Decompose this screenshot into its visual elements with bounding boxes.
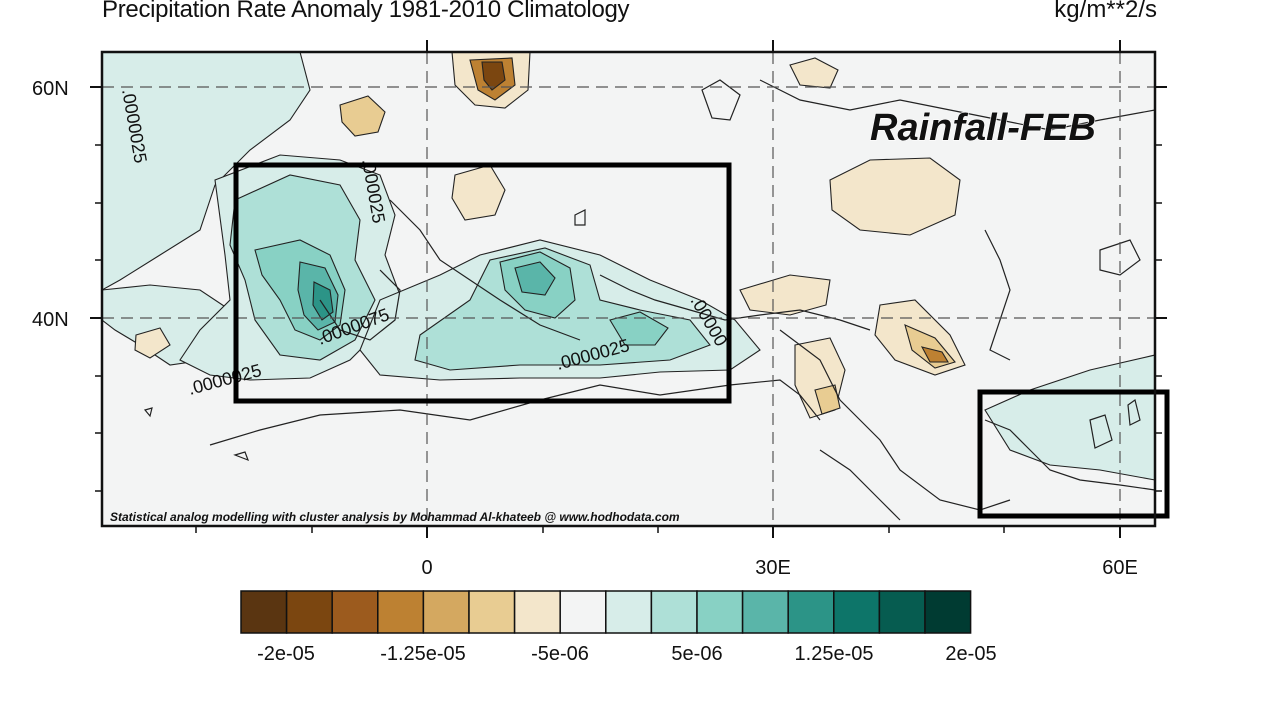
colorbar-swatch <box>878 590 926 634</box>
colorbar-swatch <box>650 590 698 634</box>
credit-text: Statistical analog modelling with cluste… <box>110 510 680 524</box>
positive-region-gulf <box>984 354 1155 481</box>
colorbar-swatch <box>559 590 607 634</box>
colorbar-swatch <box>605 590 653 634</box>
positive-region-iberia-core <box>312 281 334 321</box>
highlight-box-gulf <box>977 389 1170 519</box>
negative-region-baltic <box>789 57 839 89</box>
negative-region-north-sea-core <box>481 61 506 91</box>
colorbar-swatch <box>377 590 425 634</box>
colorbar <box>240 590 972 634</box>
coastlines <box>143 79 1155 521</box>
colorbar-swatch <box>513 590 561 634</box>
colorbar-swatch <box>240 590 288 634</box>
map-frame <box>100 50 1157 528</box>
lat-label-60n: 60N <box>32 78 69 100</box>
colorbar-label: -1.25e-05 <box>380 643 466 665</box>
map-title: Precipitation Rate Anomaly 1981-2010 Cli… <box>102 0 630 23</box>
negative-region-caucasus-core <box>920 346 949 363</box>
negative-region-north-africa <box>134 327 171 359</box>
lon-label-60e: 60E <box>1102 557 1138 579</box>
colorbar-label: -5e-06 <box>531 643 589 665</box>
positive-region-balkans-strong <box>609 311 669 346</box>
axis-ticks <box>90 40 1167 538</box>
positive-region-italy-max <box>514 261 556 296</box>
colorbar-swatch <box>924 590 972 634</box>
colorbar-swatch <box>468 590 516 634</box>
negative-region-turkey <box>739 274 831 316</box>
map-field: .0000025 .000025 .0000075 .0000025 .0000… <box>102 52 1155 526</box>
negative-region-levant-mid <box>814 384 841 415</box>
colorbar-swatch <box>422 590 470 634</box>
negative-region-russia <box>829 157 961 236</box>
colorbar-swatch <box>741 590 789 634</box>
rainfall-label: Rainfall-FEB <box>870 107 1096 149</box>
lon-label-0: 0 <box>421 557 432 579</box>
colorbar-label: 5e-06 <box>671 643 723 665</box>
positive-region-atlantic <box>102 52 311 291</box>
colorbar-swatch <box>787 590 835 634</box>
negative-region-scotland <box>339 95 386 137</box>
lat-label-40n: 40N <box>32 309 69 331</box>
colorbar-label: 2e-05 <box>945 643 997 665</box>
colorbar-label: 1.25e-05 <box>794 643 874 665</box>
colorbar-swatch <box>285 590 333 634</box>
colorbar-swatch <box>331 590 379 634</box>
colorbar-swatch <box>696 590 744 634</box>
units-label: kg/m**2/s <box>1054 0 1157 23</box>
colorbar-label: -2e-05 <box>257 643 315 665</box>
graticule <box>102 52 1155 526</box>
colorbar-swatch <box>833 590 881 634</box>
highlight-box-mediterranean <box>233 162 732 404</box>
lon-label-30e: 30E <box>755 557 791 579</box>
